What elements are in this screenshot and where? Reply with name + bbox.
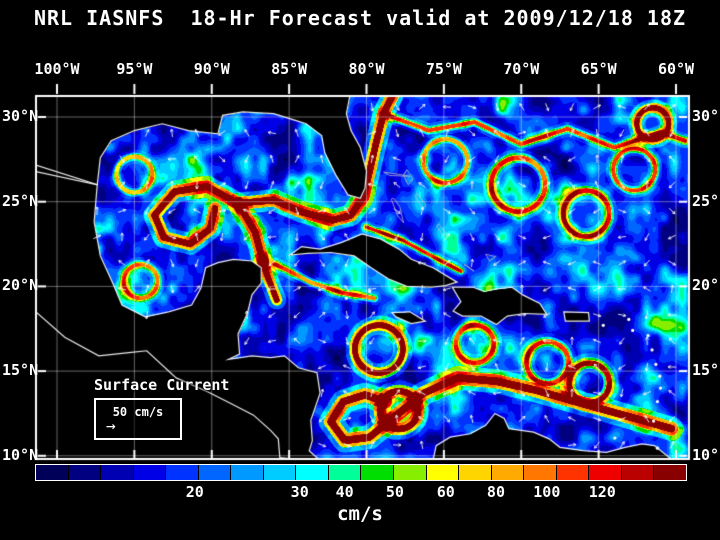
reference-vector-box: 50 cm/s → — [94, 398, 182, 440]
lat-tick-label-right: 30°N — [692, 107, 720, 125]
surface-current-label: Surface Current — [94, 376, 230, 394]
lon-tick-label: 95°W — [116, 60, 153, 78]
colorbar-segment — [621, 465, 654, 480]
colorbar-tick-label: 80 — [486, 483, 505, 501]
colorbar-segment — [328, 465, 361, 480]
lat-tick-label-right: 20°N — [692, 276, 720, 295]
colorbar-segment — [426, 465, 459, 480]
colorbar-segment — [68, 465, 101, 480]
colorbar-segment — [133, 465, 166, 480]
colorbar-tick-label: 60 — [436, 483, 455, 501]
colorbar-segment — [198, 465, 231, 480]
colorbar-segment — [36, 465, 68, 480]
lat-tick-label-right: 25°N — [692, 191, 720, 210]
colorbar-segment — [296, 465, 328, 480]
colorbar-tick-label: 20 — [185, 483, 204, 501]
lon-tick-label: 80°W — [348, 60, 385, 78]
lat-tick-label-left: 15°N — [2, 361, 39, 380]
colorbar-tick-label: 120 — [588, 483, 616, 501]
reference-vector-arrow-icon: → — [106, 416, 116, 435]
colorbar-segment — [166, 465, 198, 480]
colorbar-segment — [361, 465, 394, 480]
lat-tick-label-left: 25°N — [2, 191, 39, 210]
lat-tick-label-right: 15°N — [692, 361, 720, 380]
colorbar-tick-label: 30 — [290, 483, 309, 501]
colorbar-segment — [556, 465, 589, 480]
lon-tick-label: 90°W — [193, 60, 230, 78]
lon-tick-label: 75°W — [425, 60, 462, 78]
lon-tick-label: 65°W — [580, 60, 617, 78]
lon-tick-label: 60°W — [657, 60, 695, 78]
lat-tick-label-left: 20°N — [2, 276, 39, 295]
colorbar-segment — [524, 465, 556, 480]
lat-tick-label-right: 10°N — [692, 445, 720, 464]
lat-tick-label-left: 30°N — [2, 107, 39, 125]
colorbar-tick-label: 50 — [385, 483, 404, 501]
colorbar-segment — [459, 465, 491, 480]
colorbar-segment — [589, 465, 621, 480]
colorbar-tick-label: 40 — [335, 483, 354, 501]
colorbar-segment — [654, 465, 686, 480]
lon-tick-label: 70°W — [503, 60, 540, 78]
lat-tick-label-left: 10°N — [2, 445, 39, 464]
colorbar-unit: cm/s — [337, 503, 383, 525]
colorbar-segment — [394, 465, 426, 480]
colorbar-segment — [263, 465, 296, 480]
lon-tick-label: 100°W — [34, 60, 80, 78]
colorbar-segment — [101, 465, 133, 480]
colorbar — [35, 464, 687, 481]
reference-vector-value: 50 cm/s — [112, 405, 164, 419]
colorbar-tick-label: 100 — [533, 483, 561, 501]
lon-tick-label: 85°W — [271, 60, 308, 78]
figure-title: NRL IASNFS 18-Hr Forecast valid at 2009/… — [33, 6, 687, 30]
colorbar-segment — [231, 465, 263, 480]
colorbar-segment — [491, 465, 524, 480]
